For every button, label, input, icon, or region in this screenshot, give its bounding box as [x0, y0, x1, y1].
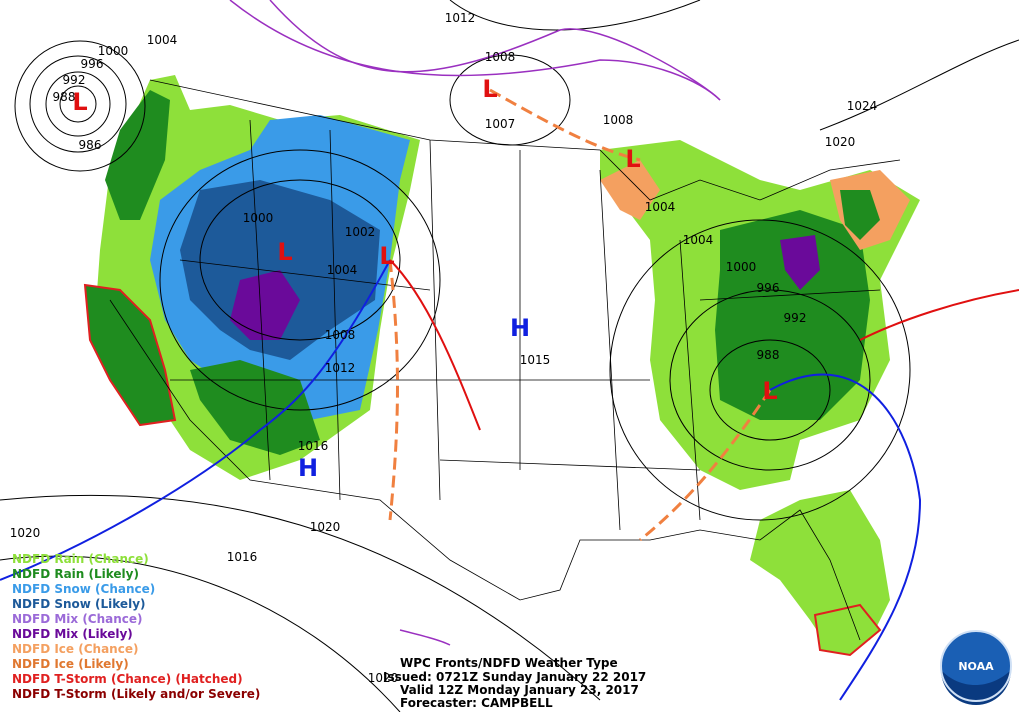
- isobar-label: 1016: [298, 439, 329, 453]
- isobar-label: 988: [757, 348, 780, 362]
- isobar-label: 1004: [645, 200, 676, 214]
- pressure-center: H: [298, 454, 318, 482]
- legend-entry: NDFD T-Storm (Chance) (Hatched): [12, 672, 243, 686]
- legend-entry: NDFD Snow (Chance): [12, 582, 155, 596]
- isobar-label: 1024: [847, 99, 878, 113]
- isobar-label: 1016: [227, 550, 258, 564]
- legend-entry: NDFD Snow (Likely): [12, 597, 146, 611]
- legend-entry: NDFD Ice (Chance): [12, 642, 138, 656]
- isobar-label: 1020: [368, 671, 399, 685]
- isobar-label: 1000: [726, 260, 757, 274]
- isobar-label: 1004: [147, 33, 178, 47]
- info-valid: Valid 12Z Monday January 23, 2017: [400, 683, 639, 697]
- isobar-label: 996: [81, 57, 104, 71]
- legend-entry: NDFD Rain (Likely): [12, 567, 139, 581]
- legend-entry: NDFD Mix (Likely): [12, 627, 133, 641]
- isobar-label: 1004: [327, 263, 358, 277]
- isobar-label: 1008: [325, 328, 356, 342]
- pressure-center: L: [72, 88, 87, 116]
- isobar-label: 986: [79, 138, 102, 152]
- isobar-label: 1000: [98, 44, 129, 58]
- logo-text: NOAA: [958, 660, 994, 673]
- borders: [109, 79, 901, 641]
- info-box: WPC Fronts/NDFD Weather Type Issued: 072…: [383, 656, 646, 710]
- isobar-label: 1008: [485, 50, 516, 64]
- isobar-label: 992: [63, 73, 86, 87]
- precip-areas: [83, 75, 920, 657]
- isobar-label: 992: [784, 311, 807, 325]
- legend-entry: NDFD T-Storm (Likely and/or Severe): [12, 687, 260, 701]
- isobar-label: 1015: [520, 353, 551, 367]
- pressure-center: L: [482, 75, 497, 103]
- pressure-center: L: [379, 242, 394, 270]
- legend-entry: NDFD Ice (Likely): [12, 657, 129, 671]
- pressure-centers: L L L L L L H H: [72, 75, 777, 482]
- info-title: WPC Fronts/NDFD Weather Type: [400, 656, 618, 670]
- isobar-label: 1020: [825, 135, 856, 149]
- isobar-label: 1020: [10, 526, 41, 540]
- isobar-label: 1012: [325, 361, 356, 375]
- legend-entry: NDFD Rain (Chance): [12, 552, 149, 566]
- pressure-center: L: [277, 238, 292, 266]
- pressure-center: H: [510, 314, 530, 342]
- isobar-label: 1007: [485, 117, 516, 131]
- pressure-center: L: [762, 377, 777, 405]
- isobar-label: 988: [53, 90, 76, 104]
- info-forecaster: Forecaster: CAMPBELL: [400, 696, 553, 710]
- pressure-center: L: [625, 145, 640, 173]
- isobar-label: 1002: [345, 225, 376, 239]
- legend: NDFD Rain (Chance)NDFD Rain (Likely)NDFD…: [12, 552, 260, 701]
- noaa-logo: NOAA: [940, 630, 1012, 705]
- isobar-label: 1020: [310, 520, 341, 534]
- isobar-label: 1008: [603, 113, 634, 127]
- isobar-label: 1000: [243, 211, 274, 225]
- legend-entry: NDFD Mix (Chance): [12, 612, 143, 626]
- isobar-label: 1004: [683, 233, 714, 247]
- isobar-label: 996: [757, 281, 780, 295]
- info-issued: Issued: 0721Z Sunday January 22 2017: [383, 670, 646, 684]
- isobar-label: 1012: [445, 11, 476, 25]
